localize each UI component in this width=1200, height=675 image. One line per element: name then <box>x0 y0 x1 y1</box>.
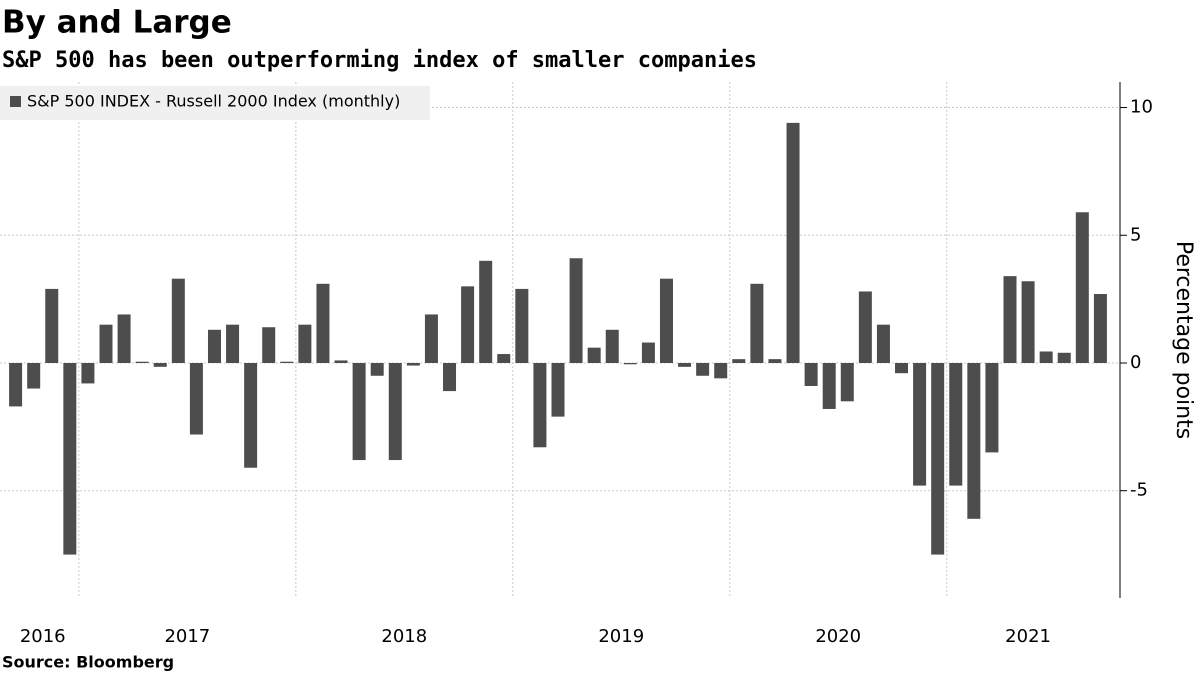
bar <box>515 288 529 363</box>
bar <box>641 342 655 363</box>
bar <box>461 286 475 363</box>
bar <box>714 362 728 379</box>
bar <box>424 314 438 363</box>
bar <box>298 324 312 363</box>
bar <box>226 324 240 363</box>
bar <box>949 362 963 486</box>
legend-box <box>0 86 430 120</box>
bar <box>1039 351 1053 363</box>
y-axis-title: Percentage points <box>1171 241 1196 439</box>
legend-swatch <box>10 96 21 107</box>
bar <box>171 278 185 363</box>
bar <box>99 324 113 363</box>
bar <box>822 362 836 409</box>
bar <box>334 360 348 363</box>
bar <box>27 362 41 389</box>
bar <box>280 361 294 363</box>
x-tick-label: 2016 <box>20 626 66 647</box>
bar <box>768 359 782 363</box>
bar <box>895 362 909 374</box>
bar <box>81 362 95 384</box>
bar <box>388 362 402 461</box>
bar <box>63 362 77 555</box>
bar <box>985 362 999 453</box>
bar <box>45 288 59 363</box>
bar <box>858 291 872 363</box>
legend-label: S&P 500 INDEX - Russell 2000 Index (mont… <box>27 92 400 111</box>
bar <box>1003 276 1017 363</box>
bar <box>786 122 800 363</box>
bar <box>750 283 764 363</box>
bar <box>533 362 547 448</box>
source: Source: Bloomberg <box>2 653 174 672</box>
bar <box>189 362 203 435</box>
bar <box>931 362 945 555</box>
bar <box>207 329 221 363</box>
bar <box>1093 294 1107 363</box>
legend: S&P 500 INDEX - Russell 2000 Index (mont… <box>0 86 430 120</box>
bar <box>1057 352 1071 363</box>
bar <box>117 314 131 363</box>
x-tick-label: 2020 <box>815 626 861 647</box>
bar <box>876 324 890 363</box>
x-tick-label: 2019 <box>598 626 644 647</box>
bar <box>1075 212 1089 363</box>
bar <box>678 362 692 367</box>
x-tick-label: 2018 <box>381 626 427 647</box>
bar <box>967 362 981 519</box>
bar <box>569 258 583 363</box>
bar <box>605 329 619 363</box>
y-tick-label: 0 <box>1130 352 1141 373</box>
x-tick-label: 2021 <box>1005 626 1051 647</box>
bar <box>497 354 511 363</box>
bar <box>406 362 420 366</box>
bar <box>913 362 927 486</box>
bar <box>696 362 710 376</box>
bar <box>623 362 637 365</box>
bar <box>479 260 493 363</box>
chart-title: By and Large <box>2 5 232 41</box>
bar <box>587 347 601 363</box>
y-tick-label: 5 <box>1130 224 1141 245</box>
bar <box>135 361 149 363</box>
bar <box>262 327 276 363</box>
bar <box>9 362 23 407</box>
x-tick-label: 2017 <box>164 626 210 647</box>
bar <box>551 362 565 417</box>
bar <box>804 362 818 386</box>
bar <box>840 362 854 402</box>
bar <box>316 283 330 363</box>
bar <box>244 362 258 468</box>
bar <box>1021 281 1035 363</box>
bar <box>659 278 673 363</box>
bar <box>732 359 746 363</box>
bar <box>443 362 457 392</box>
chart-subtitle: S&P 500 has been outperforming index of … <box>2 48 757 73</box>
bar <box>370 362 384 376</box>
y-tick-label: 10 <box>1130 97 1153 118</box>
bar <box>153 362 167 367</box>
bar <box>352 362 366 461</box>
y-tick-label: -5 <box>1130 480 1148 501</box>
